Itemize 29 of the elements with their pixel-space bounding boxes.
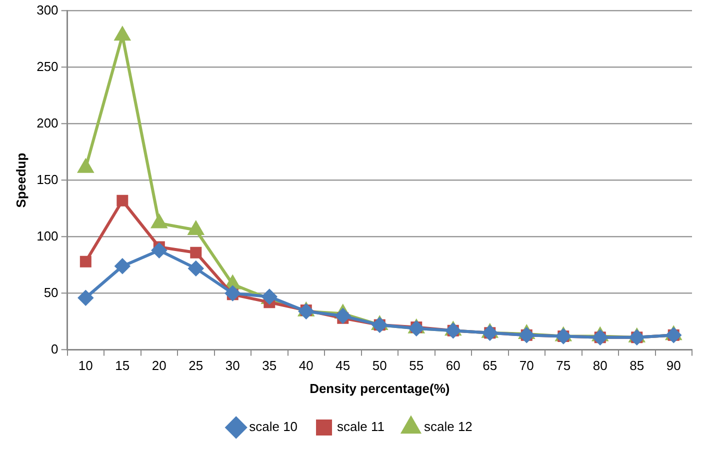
y-tick-label: 300 [36,2,58,18]
x-tick-label: 75 [556,358,571,374]
y-tick-label: 0 [51,341,58,356]
y-axis-title: Speedup [13,152,28,208]
x-tick-label: 30 [225,358,240,374]
x-tick-label: 10 [78,358,93,374]
x-tick-label: 60 [446,358,460,374]
y-tick-label: 150 [36,172,58,187]
x-tick-label: 20 [152,358,166,374]
x-tick-label: 65 [482,358,498,374]
x-tick-label: 90 [666,358,681,374]
x-tick-label: 25 [188,358,204,374]
y-tick-label: 200 [36,115,58,130]
x-tick-label: 85 [630,358,644,374]
x-tick-label: 80 [592,358,608,374]
y-tick-label: 250 [36,58,58,74]
x-tick-label: 70 [519,358,534,374]
x-tick-label: 40 [298,358,314,374]
y-tick-label: 50 [44,284,58,300]
legend-label: scale 11 [337,419,384,434]
x-axis-title: Density percentage(%) [310,380,450,396]
legend-label: scale 10 [249,419,298,434]
x-tick-label: 35 [262,358,277,374]
x-tick-label: 15 [115,358,130,374]
x-tick-label: 50 [372,358,387,374]
legend-label: scale 12 [424,419,472,434]
y-tick-label: 100 [36,228,58,244]
x-tick-label: 55 [409,358,424,374]
x-tick-label: 45 [336,358,350,374]
